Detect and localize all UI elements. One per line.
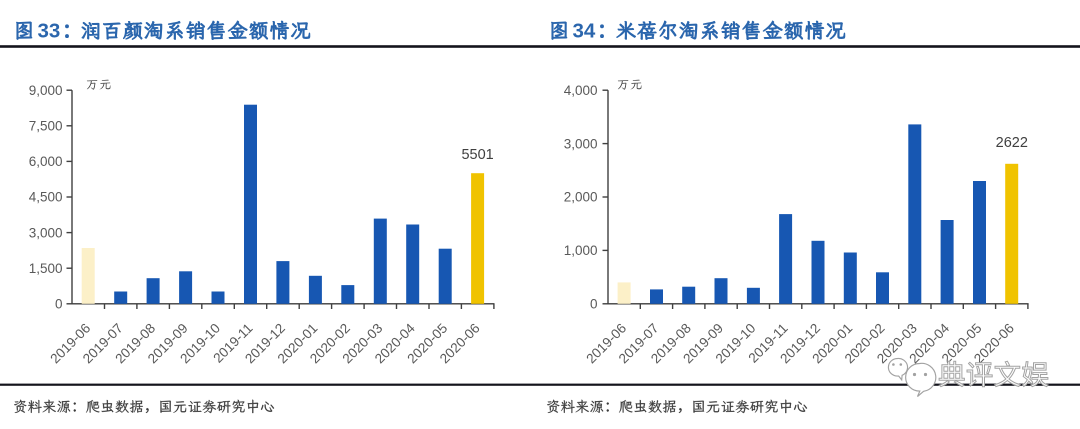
svg-text:4,500: 4,500 <box>29 190 63 205</box>
svg-text:3,000: 3,000 <box>29 225 63 240</box>
svg-text:6,000: 6,000 <box>29 154 63 169</box>
svg-text:7,500: 7,500 <box>29 119 63 134</box>
svg-text:9,000: 9,000 <box>29 83 63 98</box>
svg-text:5501: 5501 <box>461 147 493 163</box>
svg-text:4,000: 4,000 <box>564 83 598 98</box>
svg-text:1,500: 1,500 <box>29 261 63 276</box>
svg-text:34: 34 <box>573 20 596 43</box>
svg-text:33: 33 <box>38 20 61 43</box>
svg-text:1,000: 1,000 <box>564 243 598 258</box>
svg-text:2,000: 2,000 <box>564 190 598 205</box>
svg-text:3,000: 3,000 <box>564 136 598 151</box>
svg-text:0: 0 <box>590 297 598 312</box>
svg-text:0: 0 <box>55 297 63 312</box>
svg-text:2622: 2622 <box>996 135 1028 151</box>
